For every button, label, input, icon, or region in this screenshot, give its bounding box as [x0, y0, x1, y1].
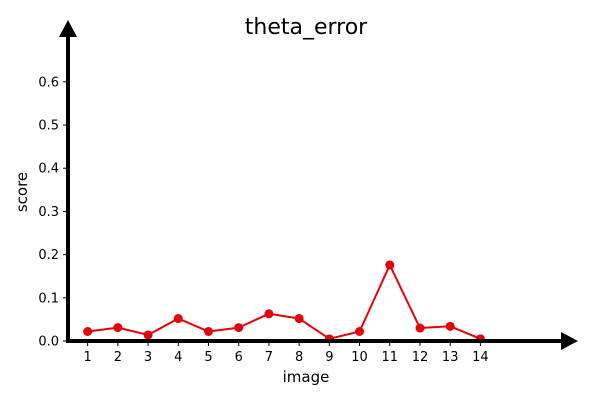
axes-layer: [59, 20, 578, 350]
y-axis-arrowhead: [59, 20, 77, 37]
y-axis-label: score: [13, 172, 31, 212]
x-tick-label: 10: [351, 350, 368, 365]
data-point: [143, 330, 153, 340]
series-line: [87, 263, 481, 340]
data-point: [83, 326, 93, 336]
y-tick-label: 0.5: [38, 119, 59, 134]
data-point: [203, 326, 213, 336]
x-tick-label: 6: [235, 350, 243, 365]
x-tick-label: 3: [144, 350, 152, 365]
x-axis-arrowhead: [561, 332, 578, 350]
x-tick-label: 5: [204, 350, 212, 365]
data-point: [355, 326, 365, 336]
data-point: [173, 314, 183, 324]
data-point: [294, 314, 304, 324]
data-point: [385, 260, 395, 270]
y-tick-label: 0.0: [38, 335, 59, 350]
x-axis-ticks: 1 2 3 4 5 6 7 8 9 10 11 12 13 14: [83, 341, 489, 365]
y-axis-ticks: 0.0 0.1 0.2 0.3 0.4 0.5 0.6: [38, 75, 68, 350]
x-axis-label: image: [283, 368, 330, 386]
x-tick-label: 1: [83, 350, 91, 365]
data-point: [113, 323, 123, 333]
x-tick-label: 13: [442, 350, 459, 365]
x-tick-label: 9: [325, 350, 333, 365]
y-tick-label: 0.3: [38, 205, 59, 220]
data-point: [264, 309, 274, 319]
data-point: [234, 323, 244, 333]
data-point: [445, 321, 455, 331]
x-tick-label: 12: [412, 350, 429, 365]
x-tick-label: 8: [295, 350, 303, 365]
y-tick-label: 0.6: [38, 75, 59, 90]
y-tick-label: 0.2: [38, 248, 59, 263]
x-tick-label: 4: [174, 350, 182, 365]
x-tick-label: 7: [265, 350, 273, 365]
x-tick-label: 11: [382, 350, 399, 365]
y-tick-label: 0.4: [38, 162, 59, 177]
x-tick-label: 14: [472, 350, 489, 365]
series-layer: [83, 260, 485, 344]
x-tick-label: 2: [114, 350, 122, 365]
y-tick-label: 0.1: [38, 291, 59, 306]
data-point: [415, 323, 425, 333]
chart-title: theta_error: [245, 15, 368, 40]
